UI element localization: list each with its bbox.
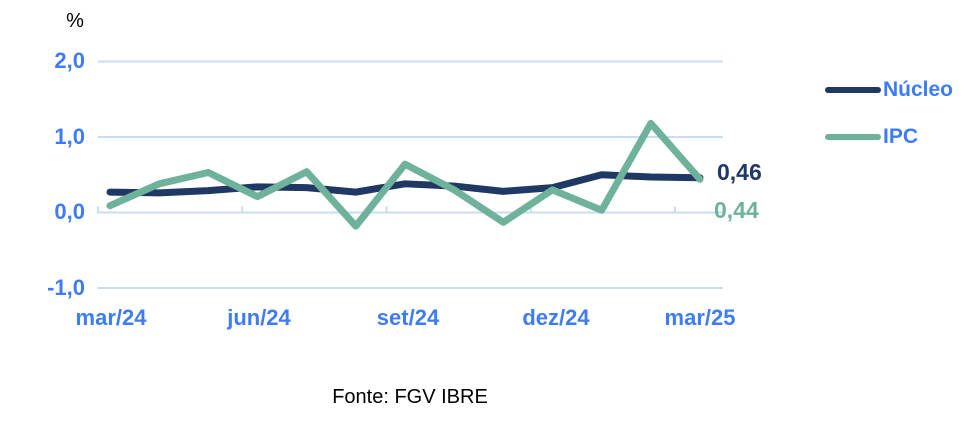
series-line-nucleo [106, 171, 704, 197]
x-axis-label-mar24: mar/24 [75, 305, 147, 330]
y-axis-label-2: 2,0 [54, 48, 85, 73]
y-axis-label-0: 0,0 [54, 199, 85, 224]
y-axis-unit-label: % [66, 10, 84, 32]
y-axis-label-neg1: -1,0 [47, 275, 85, 300]
legend-item-nucleo: Núcleo [825, 77, 953, 103]
nucleo-line-swatch-icon [825, 87, 881, 93]
x-axis-label-set24: set/24 [376, 305, 440, 330]
nucleo-last-value-label: 0,46 [717, 159, 762, 185]
y-axis-label-1: 1,0 [54, 124, 85, 149]
series-line-ipc [106, 119, 704, 230]
x-axis-label-dez24: dez/24 [522, 305, 590, 330]
legend-item-ipc: IPC [825, 124, 918, 150]
ipc-last-value-label: 0,44 [714, 197, 759, 223]
source-text: Fonte: FGV IBRE [332, 386, 488, 408]
ipc-line-swatch-icon [825, 134, 881, 140]
x-axis-label-jun24: jun/24 [227, 305, 291, 330]
x-axis-label-mar25: mar/25 [664, 305, 736, 330]
legend-label-nucleo: Núcleo [883, 78, 954, 101]
legend-label-ipc: IPC [883, 125, 919, 148]
